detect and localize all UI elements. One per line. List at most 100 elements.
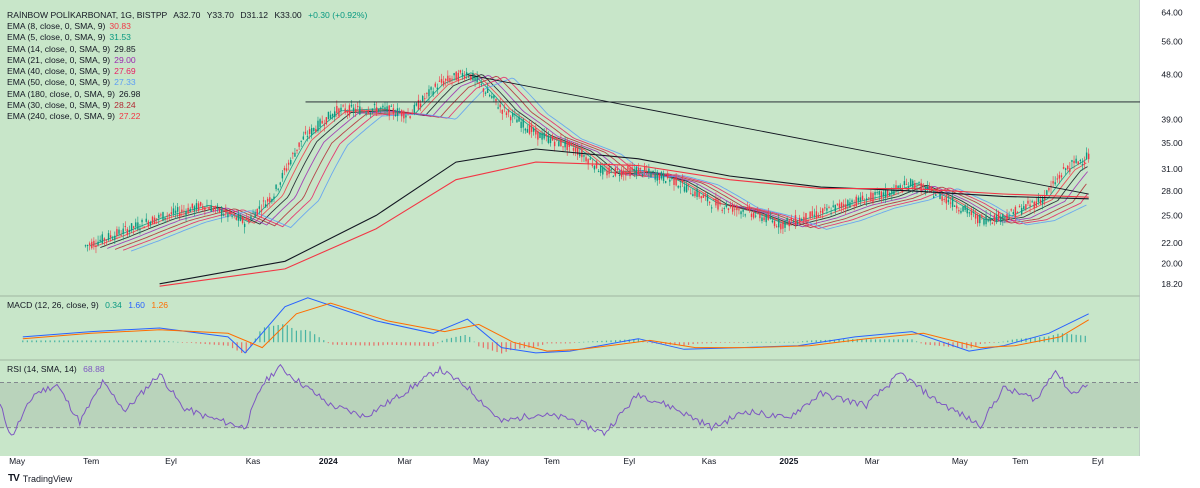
candle-body (143, 226, 145, 229)
candle-body (267, 198, 269, 202)
macd-histogram-bar (578, 342, 580, 343)
candle-body (1033, 201, 1035, 209)
candle-body (761, 217, 763, 222)
candle-body (629, 167, 631, 177)
candle-body (895, 185, 897, 189)
candle-body (290, 160, 292, 165)
ema-legend-row: EMA (40, close, 0, SMA, 9) 27.69 (7, 66, 140, 77)
candle-body (1006, 213, 1008, 221)
ema-legend-row: EMA (5, close, 0, SMA, 9) 31.53 (7, 32, 140, 43)
candle-body (801, 219, 803, 221)
candle-body (782, 222, 784, 229)
time-tick-label: May (952, 456, 969, 466)
ema-legend-value: 27.33 (114, 77, 136, 88)
candle-body (336, 105, 338, 113)
candle-body (884, 189, 887, 198)
candle-body (164, 217, 166, 220)
candle-body (325, 117, 328, 125)
candle-body (135, 222, 137, 227)
ema-180-line (159, 148, 1089, 285)
candle-body (868, 197, 870, 199)
candle-body (197, 203, 200, 211)
candle-body (338, 108, 340, 116)
candle-body (382, 105, 384, 108)
macd-histogram-bar (774, 341, 776, 343)
time-tick-label: Kas (246, 456, 261, 466)
candle-body (819, 211, 822, 213)
candle-body (459, 70, 462, 73)
candle-body (740, 211, 742, 215)
candle-body (775, 226, 778, 228)
candle-body (960, 210, 962, 213)
macd-histogram-bar (204, 342, 206, 344)
candle-body (388, 105, 390, 117)
ema-legend-value: 31.53 (109, 32, 131, 43)
candle-body (319, 119, 321, 127)
candle-body (281, 172, 284, 179)
macd-histogram-bar (76, 340, 79, 343)
candle-body (225, 209, 227, 213)
candle-body (809, 211, 811, 219)
candle-body (725, 203, 728, 208)
time-axis-background (0, 456, 1140, 488)
candle-body (909, 179, 912, 187)
candle-body (172, 208, 175, 214)
candle-body (369, 112, 372, 114)
candle-body (1081, 164, 1084, 166)
macd-histogram-bar (532, 342, 535, 348)
candle-body (130, 223, 133, 231)
candle-body (612, 176, 614, 178)
candle-body (432, 91, 434, 95)
candle-body (855, 196, 857, 207)
candle-body (308, 129, 311, 134)
price-tick-label: 56.00 (1161, 36, 1183, 46)
ema-legend-value: 27.69 (114, 66, 136, 77)
macd-histogram-bar (478, 342, 480, 347)
macd-histogram-bar (925, 342, 927, 345)
candle-body (669, 179, 671, 182)
candle-body (524, 128, 527, 131)
candle-body (1056, 178, 1058, 180)
tradingview-brand[interactable]: TV TradingView (8, 473, 72, 484)
candle-body (470, 74, 472, 80)
macd-histogram-bar (104, 340, 106, 343)
macd-histogram-bar (350, 342, 352, 346)
candle-body (616, 168, 619, 170)
candle-body (1062, 167, 1065, 169)
candle-body (803, 216, 805, 222)
candle-body (495, 98, 497, 102)
candle-body (972, 211, 975, 213)
macd-histogram-bar (31, 340, 33, 343)
candle-body (447, 75, 449, 82)
candle-body (922, 185, 924, 187)
macd-histogram-bar (1066, 333, 1068, 343)
candle-body (989, 218, 991, 222)
candle-body (262, 200, 265, 202)
macd-line (22, 297, 1089, 354)
candle-body (137, 222, 139, 230)
macd-histogram-bar (615, 340, 617, 343)
candle-body (721, 209, 723, 211)
candle-body (359, 106, 361, 115)
macd-histogram-bar (792, 341, 795, 343)
candle-body (556, 137, 558, 139)
candle-body (771, 220, 774, 223)
candle-body (296, 149, 298, 151)
candle-body (671, 177, 673, 179)
macd-histogram-bar (268, 326, 270, 343)
macd-histogram-bar (45, 340, 47, 343)
candle-body (639, 167, 642, 169)
candle-body (474, 77, 476, 81)
candle-body (168, 214, 170, 216)
macd-histogram-bar (469, 336, 471, 343)
candle-body (430, 87, 432, 90)
candle-body (690, 193, 692, 195)
macd-histogram-bar (323, 340, 325, 343)
macd-histogram-bar (450, 337, 453, 343)
candle-body (738, 209, 740, 211)
candle-body (472, 73, 474, 81)
macd-histogram-bar (751, 341, 753, 343)
macd-histogram-bar (154, 340, 156, 343)
candle-body (903, 181, 906, 185)
